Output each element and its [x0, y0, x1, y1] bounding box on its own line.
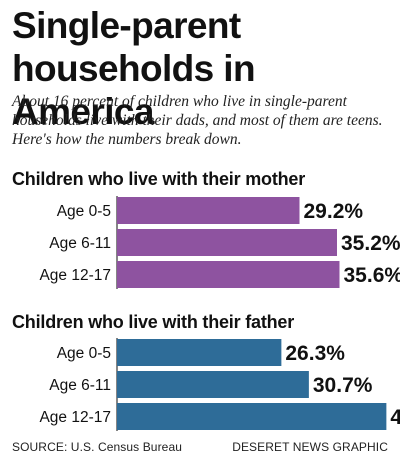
mother-age-12-17-category-label: Age 12-17	[39, 267, 111, 284]
chart-title: Single-parent households in America	[12, 5, 256, 132]
mother-age-0-5-value-label: 29.2%	[304, 200, 364, 223]
father-age-0-5-bar	[117, 339, 282, 366]
father-age-12-17-value-label: 43.1%	[390, 406, 400, 429]
father-age-0-5-category-label: Age 0-5	[57, 345, 111, 362]
father-age-6-11-value-label: 30.7%	[313, 374, 373, 397]
mother-section-title: Children who live with their mother	[12, 169, 306, 189]
mother-age-6-11-value-label: 35.2%	[341, 232, 400, 255]
mother-age-0-5-category-label: Age 0-5	[57, 203, 111, 220]
father-age-6-11-category-label: Age 6-11	[49, 377, 111, 394]
source-note: SOURCE: U.S. Census Bureau	[12, 440, 182, 454]
chart-subtitle: About 16 percent of children who live in…	[12, 93, 383, 148]
graphic-credit: DESERET NEWS GRAPHIC	[232, 440, 388, 454]
mother-age-12-17-bar	[117, 261, 340, 288]
mother-age-0-5-bar	[117, 197, 300, 224]
father-age-6-11-bar	[117, 371, 309, 398]
father-age-12-17-category-label: Age 12-17	[39, 409, 111, 426]
mother-age-6-11-bar	[117, 229, 337, 256]
mother-age-12-17-value-label: 35.6%	[344, 264, 400, 287]
mother-age-6-11-category-label: Age 6-11	[49, 235, 111, 252]
father-age-0-5-value-label: 26.3%	[285, 342, 345, 365]
father-section-title: Children who live with their father	[12, 312, 295, 332]
father-age-12-17-bar	[117, 403, 387, 430]
